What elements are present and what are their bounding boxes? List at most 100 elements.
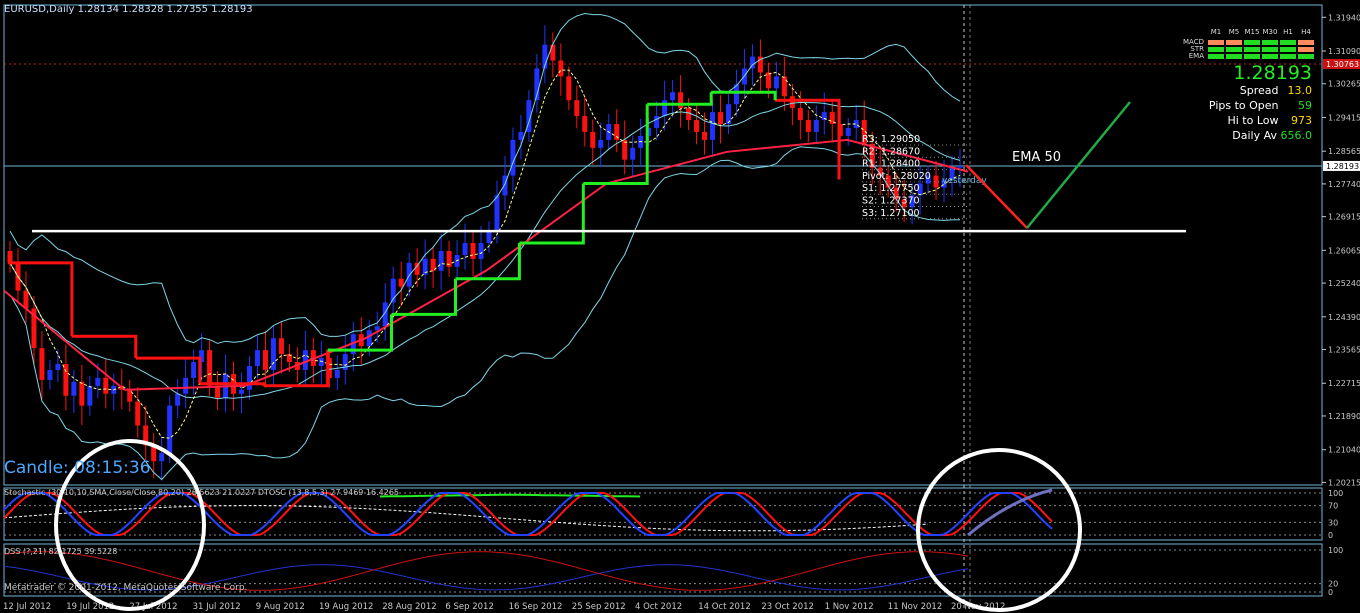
candle-body: [869, 143, 875, 168]
panel-signal-cell: [1244, 47, 1260, 52]
candle-timer: Candle: 08:15:36: [4, 458, 151, 478]
price-tick-label: 1.28565: [1328, 147, 1360, 156]
candle-body: [542, 44, 548, 69]
symbol-header: EURUSD,Daily 1.28134 1.28328 1.27355 1.2…: [4, 4, 253, 15]
candle-body: [334, 369, 340, 378]
candle-body: [781, 76, 787, 97]
panel-timeframe-label: H1: [1283, 28, 1293, 36]
stoch-green-line: [379, 493, 641, 498]
panel-stat-label: Pips to Open: [1208, 99, 1282, 112]
stoch-blue-line: [3, 492, 1053, 536]
candle-body: [342, 354, 348, 370]
candle-body: [127, 389, 133, 402]
candle-body: [949, 167, 955, 180]
candle-body: [805, 120, 811, 132]
panel-stat-value: 656.0: [1280, 129, 1313, 142]
pivot-label: S1: 1.27750: [862, 183, 920, 194]
panel-stats: Spread 13.0 Pips to Open 59 Hi to Low 973 D…: [1209, 83, 1312, 143]
candle-body: [789, 96, 795, 109]
date-label: 14 Oct 2012: [698, 602, 751, 612]
candle-body: [757, 56, 763, 73]
price-tick-label: 1.26065: [1328, 246, 1360, 255]
panel-signal-cell: [1244, 54, 1260, 59]
pivot-label: R3: 1.29050: [862, 134, 920, 145]
candle-body: [326, 358, 332, 378]
date-label: 19 Jul 2012: [66, 602, 114, 612]
candle-body: [167, 405, 173, 454]
candles-group: [7, 25, 963, 481]
candle-body: [438, 250, 444, 271]
candle-body: [430, 258, 436, 271]
stoch-signal-line: [3, 505, 929, 532]
panel-signal-cell: [1226, 54, 1242, 59]
candle-body: [526, 100, 532, 132]
panel-timeframe-label: M15: [1244, 28, 1260, 36]
dss-tick-label: 20: [1328, 580, 1338, 589]
candle-body: [925, 175, 931, 184]
candle-body: [694, 120, 700, 132]
ema-50-line: [3, 138, 969, 391]
panel-stat-label: Daily Av: [1232, 129, 1281, 142]
price-tick-label: 1.31090: [1328, 47, 1360, 56]
panel-signal-cell: [1208, 47, 1224, 52]
panel-signal-cell: [1262, 40, 1278, 45]
pivot-label: R2: 1.28670: [862, 146, 920, 157]
candle-body: [95, 377, 101, 386]
trailing-stop-green: [327, 90, 777, 352]
candle-body: [366, 330, 372, 347]
current-price-tag-text: 1.28193: [1326, 162, 1359, 171]
candle-body: [159, 453, 165, 462]
candle-body: [630, 147, 636, 160]
candle-body: [941, 179, 947, 188]
date-label: 1 Nov 2012: [825, 602, 874, 612]
candle-body: [486, 231, 492, 244]
candle-body: [885, 175, 891, 188]
panel-signal-cell: [1226, 47, 1242, 52]
candle-body: [654, 116, 660, 128]
price-level-tag: [1323, 58, 1360, 69]
candle-body: [374, 326, 380, 331]
bollinger-middle-band: [9, 101, 961, 400]
panel-signal-cell: [1244, 40, 1260, 45]
candle-body: [55, 364, 61, 370]
candle-body: [39, 348, 45, 380]
candle-body: [494, 195, 500, 232]
candle-body: [390, 278, 396, 303]
candle-body: [662, 100, 668, 117]
candle-body: [470, 243, 476, 259]
candle-body: [183, 377, 189, 394]
candle-body: [590, 131, 596, 148]
panel-signal-cell: [1262, 54, 1278, 59]
candle-body: [670, 92, 676, 101]
candle-body: [31, 308, 37, 349]
candle-body: [725, 104, 731, 125]
price-tick-label: 1.21890: [1328, 412, 1360, 421]
candle-body: [414, 262, 420, 275]
price-tick-label: 1.21040: [1328, 446, 1360, 455]
candle-body: [262, 350, 268, 370]
candle-body: [718, 112, 724, 125]
candle-body: [550, 44, 556, 61]
pivot-label: Pivot: 1.28020: [862, 171, 931, 182]
candle-body: [845, 127, 851, 136]
price-tick-label: 1.20215: [1328, 478, 1360, 487]
candle-body: [893, 187, 899, 200]
candle-body: [207, 350, 213, 386]
date-label: 9 Aug 2012: [256, 602, 305, 612]
signal-panel: M1 M5 M15 M30 H1 H4 MACD STR EMA 1.28193 Spread…: [1150, 26, 1320, 146]
candle-body: [582, 116, 588, 132]
forecast-down-line: [965, 164, 1028, 229]
stoch-label: Stochastic (30,10,10,SMA,Close/Close,80,…: [4, 488, 399, 497]
price-tick-label: 1.25240: [1328, 279, 1360, 288]
panel-signal-cell: [1298, 47, 1314, 52]
date-label: 31 Jul 2012: [193, 602, 241, 612]
dss-pane-frame: [3, 543, 1323, 597]
candle-body: [518, 131, 524, 140]
price-tick-label: 1.24390: [1328, 313, 1360, 322]
candle-body: [909, 195, 915, 208]
dss-label: DSS (?,21) 82.1725 39.5228: [4, 547, 118, 556]
price-tick-label: 1.30265: [1328, 80, 1360, 89]
candle-body: [773, 76, 779, 89]
